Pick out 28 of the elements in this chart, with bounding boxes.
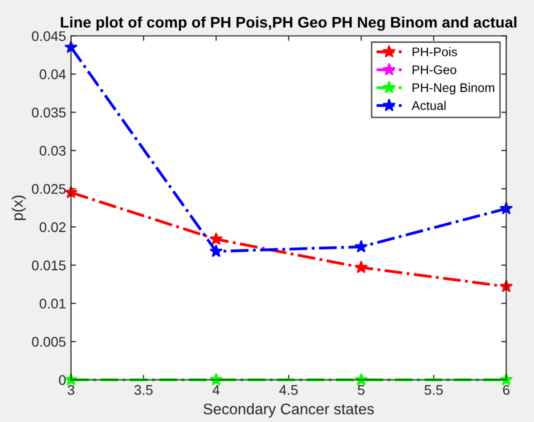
y-tick-label: 0.04 <box>40 69 66 80</box>
point <box>354 240 368 253</box>
y-tick-label: 0 <box>58 375 66 385</box>
y-tick-label: 0.035 <box>32 108 66 118</box>
legend-label: PH-Neg Binom <box>412 82 494 95</box>
x-tick-label: 4.5 <box>279 385 298 395</box>
chart-title: Line plot of comp of PH Pois,PH Geo PH Neg Binom and actual <box>60 16 516 31</box>
y-tick-label: 0.03 <box>40 146 66 156</box>
y-tick-label: 0.025 <box>32 184 66 194</box>
y-tick-label: 0.045 <box>32 31 66 42</box>
x-tick-label: 5 <box>358 385 364 395</box>
x-tick-label: 3 <box>68 385 74 395</box>
x-tick-label: 4 <box>212 385 220 395</box>
point <box>354 260 368 274</box>
y-tick-label: 0.02 <box>40 222 66 232</box>
legend-label: PH-Geo <box>412 65 456 74</box>
y-axis-title: p(x) <box>12 196 26 220</box>
point <box>209 232 223 245</box>
x-tick-label: 3.5 <box>134 385 153 395</box>
legend-label: PH-Pois <box>412 47 458 56</box>
x-axis-title: Secondary Cancer states <box>204 403 374 418</box>
point <box>209 244 223 258</box>
y-tick-label: 0.005 <box>32 336 66 347</box>
legend-label: Actual <box>412 100 446 110</box>
x-tick-label: 6 <box>503 385 510 395</box>
y-tick-label: 0.015 <box>32 260 66 270</box>
x-tick-label: 5.5 <box>424 385 443 395</box>
y-tick-label: 0.01 <box>40 298 66 309</box>
